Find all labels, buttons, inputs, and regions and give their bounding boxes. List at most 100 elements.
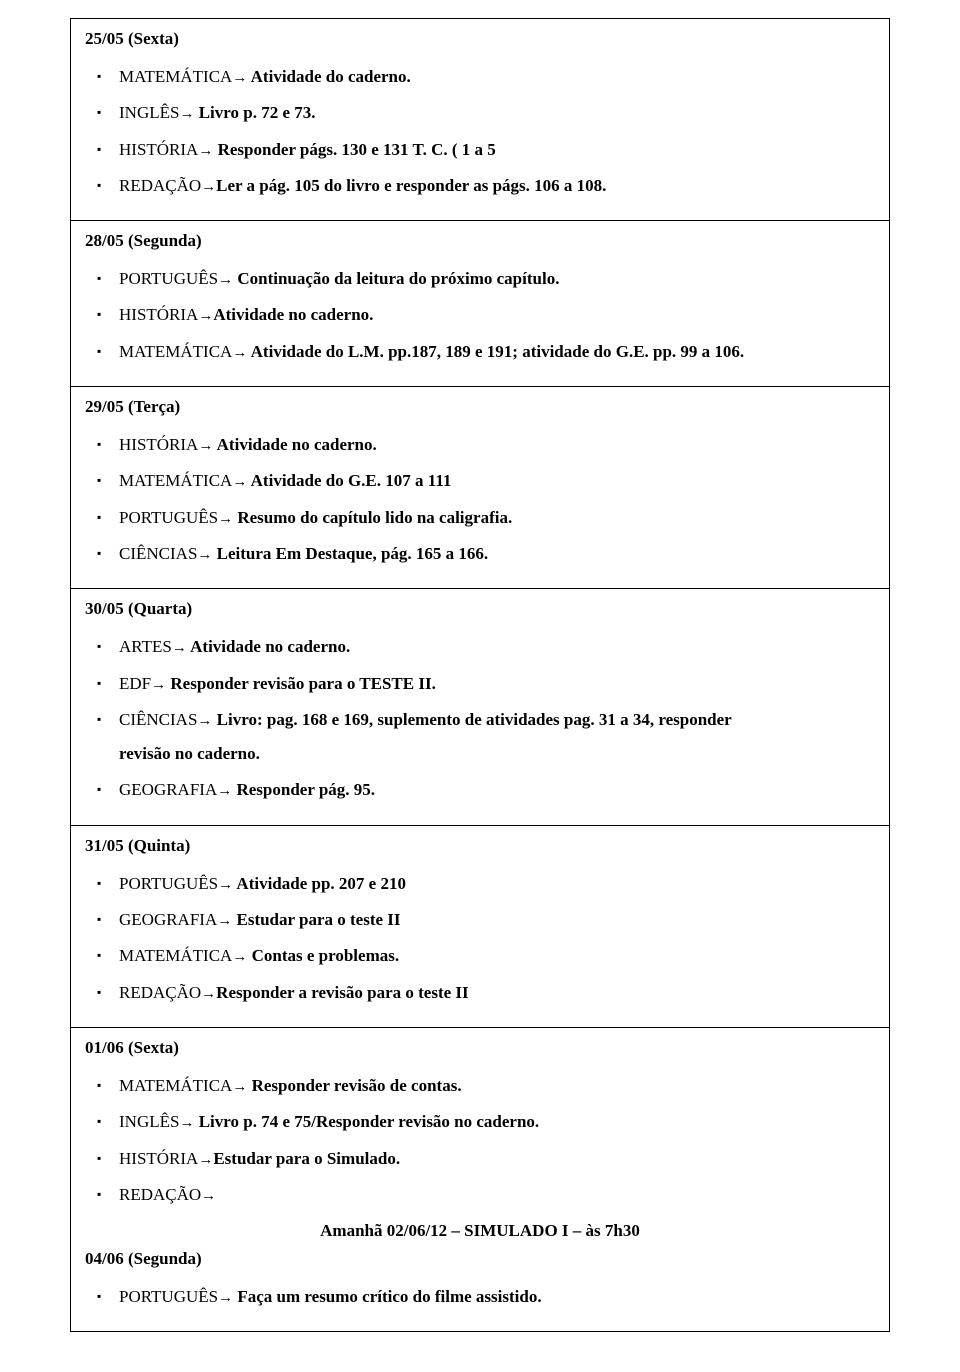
subject: MATEMÁTICA xyxy=(119,342,232,361)
arrow-icon: → xyxy=(197,546,212,563)
arrow-icon: → xyxy=(232,344,247,361)
arrow-icon: → xyxy=(218,876,233,893)
description: Leitura Em Destaque, pág. 165 a 166. xyxy=(212,544,488,563)
date-heading: 30/05 (Quarta) xyxy=(85,599,875,619)
description: Livro: pag. 168 e 169, suplemento de ati… xyxy=(212,710,731,729)
subject: CIÊNCIAS xyxy=(119,710,197,729)
section-31-05: 31/05 (Quinta) PORTUGUÊS→ Atividade pp. … xyxy=(71,826,889,1028)
list-item: INGLÊS→ Livro p. 74 e 75/Responder revis… xyxy=(97,1106,875,1138)
section-29-05: 29/05 (Terça) HISTÓRIA→ Atividade no cad… xyxy=(71,387,889,589)
item-list: PORTUGUÊS→ Atividade pp. 207 e 210 GEOGR… xyxy=(85,868,875,1009)
arrow-icon: → xyxy=(232,1078,247,1095)
arrow-icon: → xyxy=(232,473,247,490)
arrow-icon: → xyxy=(197,712,212,729)
date-heading: 28/05 (Segunda) xyxy=(85,231,875,251)
list-item: HISTÓRIA→Atividade no caderno. xyxy=(97,299,875,331)
section-28-05: 28/05 (Segunda) PORTUGUÊS→ Continuação d… xyxy=(71,221,889,387)
item-list: MATEMÁTICA→ Responder revisão de contas.… xyxy=(85,1070,875,1211)
arrow-icon: → xyxy=(198,1151,213,1168)
description: Atividade do caderno. xyxy=(247,67,410,86)
arrow-icon: → xyxy=(232,69,247,86)
subject: HISTÓRIA xyxy=(119,435,198,454)
list-item: GEOGRAFIA→ Estudar para o teste II xyxy=(97,904,875,936)
schedule-table: 25/05 (Sexta) MATEMÁTICA→ Atividade do c… xyxy=(70,18,890,1332)
subject: EDF xyxy=(119,674,151,693)
arrow-icon: → xyxy=(201,1187,216,1204)
description: Ler a pág. 105 do livro e responder as p… xyxy=(216,176,606,195)
description: Atividade no caderno. xyxy=(213,435,376,454)
date-heading: 04/06 (Segunda) xyxy=(85,1249,875,1269)
list-item: REDAÇÃO→Responder a revisão para o teste… xyxy=(97,977,875,1009)
item-list: HISTÓRIA→ Atividade no caderno. MATEMÁTI… xyxy=(85,429,875,570)
arrow-icon: → xyxy=(179,1114,194,1131)
item-list: GEOGRAFIA→ Responder pág. 95. xyxy=(85,774,875,806)
date-heading: 25/05 (Sexta) xyxy=(85,29,875,49)
item-list: MATEMÁTICA→ Atividade do caderno. INGLÊS… xyxy=(85,61,875,202)
section-25-05: 25/05 (Sexta) MATEMÁTICA→ Atividade do c… xyxy=(71,19,889,221)
description: Atividade no caderno. xyxy=(187,637,350,656)
description: Resumo do capítulo lido na caligrafia. xyxy=(233,508,512,527)
subject: GEOGRAFIA xyxy=(119,780,217,799)
description: Responder a revisão para o teste II xyxy=(216,983,468,1002)
subject: MATEMÁTICA xyxy=(119,946,232,965)
item-list: PORTUGUÊS→ Faça um resumo crítico do fil… xyxy=(85,1281,875,1313)
subject: REDAÇÃO xyxy=(119,1185,201,1204)
subject: HISTÓRIA xyxy=(119,305,198,324)
description: Continuação da leitura do próximo capítu… xyxy=(233,269,559,288)
description: Estudar para o Simulado. xyxy=(213,1149,400,1168)
subject: INGLÊS xyxy=(119,103,179,122)
list-item: MATEMÁTICA→ Contas e problemas. xyxy=(97,940,875,972)
subject: ARTES xyxy=(119,637,172,656)
description: Livro p. 74 e 75/Responder revisão no ca… xyxy=(194,1112,539,1131)
description: Livro p. 72 e 73. xyxy=(194,103,315,122)
list-item: INGLÊS→ Livro p. 72 e 73. xyxy=(97,97,875,129)
arrow-icon: → xyxy=(179,105,194,122)
list-item: REDAÇÃO→ xyxy=(97,1179,875,1211)
subject: INGLÊS xyxy=(119,1112,179,1131)
arrow-icon: → xyxy=(172,639,187,656)
subject: MATEMÁTICA xyxy=(119,471,232,490)
list-item: PORTUGUÊS→ Atividade pp. 207 e 210 xyxy=(97,868,875,900)
arrow-icon: → xyxy=(232,948,247,965)
description: Responder revisão para o TESTE II. xyxy=(166,674,436,693)
description: Responder pág. 95. xyxy=(232,780,375,799)
list-item: MATEMÁTICA→ Responder revisão de contas. xyxy=(97,1070,875,1102)
arrow-icon: → xyxy=(198,437,213,454)
arrow-icon: → xyxy=(218,510,233,527)
description: Atividade do L.M. pp.187, 189 e 191; ati… xyxy=(247,342,744,361)
list-item: EDF→ Responder revisão para o TESTE II. xyxy=(97,668,875,700)
section-30-05: 30/05 (Quarta) ARTES→ Atividade no cader… xyxy=(71,589,889,825)
section-01-06: 01/06 (Sexta) MATEMÁTICA→ Responder revi… xyxy=(71,1028,889,1331)
subject: GEOGRAFIA xyxy=(119,910,217,929)
description: Responder págs. 130 e 131 T. C. ( 1 a 5 xyxy=(213,140,495,159)
list-item: PORTUGUÊS→ Continuação da leitura do pró… xyxy=(97,263,875,295)
description: Atividade no caderno. xyxy=(213,305,373,324)
arrow-icon: → xyxy=(201,985,216,1002)
subject: MATEMÁTICA xyxy=(119,67,232,86)
subject: CIÊNCIAS xyxy=(119,544,197,563)
list-item: HISTÓRIA→Estudar para o Simulado. xyxy=(97,1143,875,1175)
list-item: PORTUGUÊS→ Resumo do capítulo lido na ca… xyxy=(97,502,875,534)
list-item: HISTÓRIA→ Atividade no caderno. xyxy=(97,429,875,461)
subject: PORTUGUÊS xyxy=(119,1287,218,1306)
arrow-icon: → xyxy=(198,307,213,324)
subject: REDAÇÃO xyxy=(119,176,201,195)
list-item: PORTUGUÊS→ Faça um resumo crítico do fil… xyxy=(97,1281,875,1313)
arrow-icon: → xyxy=(218,1289,233,1306)
center-announcement: Amanhã 02/06/12 – SIMULADO I – às 7h30 xyxy=(85,1221,875,1241)
list-item: MATEMÁTICA→ Atividade do caderno. xyxy=(97,61,875,93)
arrow-icon: → xyxy=(198,142,213,159)
description: Atividade do G.E. 107 a 111 xyxy=(247,471,451,490)
arrow-icon: → xyxy=(218,271,233,288)
arrow-icon: → xyxy=(201,178,216,195)
description: Responder revisão de contas. xyxy=(247,1076,461,1095)
description: Contas e problemas. xyxy=(247,946,399,965)
list-item: MATEMÁTICA→ Atividade do L.M. pp.187, 18… xyxy=(97,336,875,368)
continuation-line: revisão no caderno. xyxy=(85,738,875,770)
date-heading: 01/06 (Sexta) xyxy=(85,1038,875,1058)
subject: PORTUGUÊS xyxy=(119,874,218,893)
subject: HISTÓRIA xyxy=(119,1149,198,1168)
arrow-icon: → xyxy=(217,782,232,799)
item-list: PORTUGUÊS→ Continuação da leitura do pró… xyxy=(85,263,875,368)
list-item: REDAÇÃO→Ler a pág. 105 do livro e respon… xyxy=(97,170,875,202)
